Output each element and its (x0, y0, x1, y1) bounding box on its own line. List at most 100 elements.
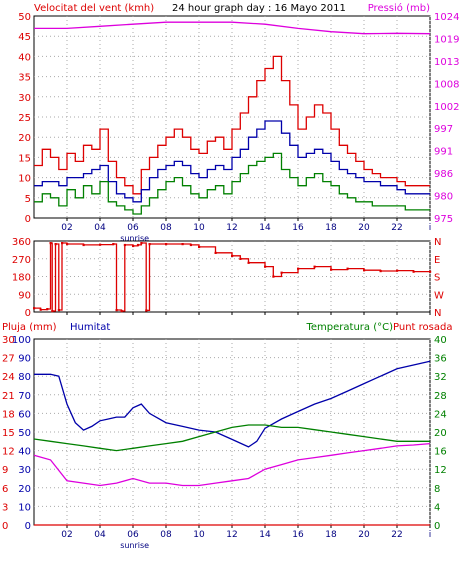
x-tick-label: 22 (391, 530, 402, 540)
humidity-axis-title: Humitat (70, 322, 110, 333)
series-wind_direction-point (46, 308, 49, 311)
series-wind_direction-line (34, 242, 430, 312)
series-wind_direction-point (49, 242, 52, 245)
x-tick-label: i (429, 223, 432, 233)
series-wind_direction-point (264, 265, 267, 268)
series-wind_direction-point (99, 243, 102, 246)
series-gust (34, 55, 430, 195)
x-tick-label: 10 (193, 223, 205, 233)
series-wind_speed (34, 152, 430, 215)
x-tick-label: 04 (94, 223, 106, 233)
wind-y-tick-label: 15 (18, 153, 31, 164)
wind-y-tick-label: 45 (18, 32, 31, 43)
temperature-y-tick-label: 16 (434, 447, 447, 458)
humidity-y-tick-label: 100 (12, 335, 31, 346)
pressure-y-tick-label: 986 (434, 169, 453, 180)
rain-y-tick-label: 30 (2, 335, 15, 346)
pressure-y-tick-label: 1008 (434, 79, 459, 90)
x-tick-label: 18 (325, 530, 337, 540)
rain-y-tick-label: 9 (2, 465, 8, 476)
series-wind_direction-point (123, 243, 126, 247)
series-wind_direction-point (313, 265, 316, 268)
series-wind_direction-point (54, 243, 57, 246)
rain-y-tick-label: 0 (2, 521, 8, 532)
series-wind_direction-point (112, 243, 115, 246)
x-tick-label: 08 (160, 223, 172, 233)
series-wind_direction-point (39, 308, 42, 311)
series-wind_direction-point (231, 254, 234, 257)
compass-tick-label: E (434, 255, 440, 266)
temperature-y-tick-label: 36 (434, 354, 447, 365)
x-tick-label: 08 (160, 530, 172, 540)
humidity-y-tick-label: 60 (18, 409, 31, 420)
wind-y-tick-label: 40 (18, 52, 31, 63)
series-wind_direction-point (396, 269, 399, 272)
pressure-axis-title: Pressió (mb) (368, 2, 430, 14)
compass-tick-label: N (434, 308, 441, 319)
rain-axis-title: Pluja (mm) (2, 322, 57, 333)
compass-tick-label: N (434, 237, 441, 248)
direction-y-tick-label: 180 (12, 273, 31, 284)
humidity-y-tick-label: 10 (18, 502, 31, 513)
rain-y-tick-label: 27 (2, 354, 15, 365)
x-tick-label: 04 (94, 530, 106, 540)
humidity-y-tick-label: 20 (18, 484, 31, 495)
pressure-y-tick-label: 975 (434, 214, 453, 225)
series-wind_direction-point (132, 244, 135, 248)
series-wind_direction-point (198, 245, 201, 249)
x-tick-label: 20 (358, 223, 370, 233)
series-temperature (33, 424, 430, 452)
temperature-y-tick-label: 0 (434, 521, 440, 532)
temperature-y-tick-label: 4 (434, 502, 440, 513)
series-wind_direction-point (61, 242, 64, 245)
wind-y-tick-label: 10 (18, 174, 31, 185)
direction-y-tick-label: 90 (18, 290, 31, 301)
series-wind_direction-point (140, 242, 143, 245)
x-tick-label: 16 (292, 223, 304, 233)
temperature-y-tick-label: 24 (434, 409, 447, 420)
series-wind_direction-point (66, 243, 69, 246)
direction-y-tick-label: 360 (12, 237, 31, 248)
series-wind_direction-point (330, 268, 333, 271)
humidity-y-tick-label: 30 (18, 465, 31, 476)
x-tick-label: 06 (127, 530, 139, 540)
rain-y-tick-label: 3 (2, 502, 8, 513)
series-pressure (34, 21, 431, 35)
series-wind_direction-point (247, 261, 250, 264)
series-wind_direction-point (297, 267, 300, 270)
series-wind_direction-point (33, 307, 36, 310)
series-dewpoint (33, 442, 431, 487)
wind-y-tick-label: 5 (25, 194, 31, 205)
dewpoint-axis-title: Punt rosada (393, 322, 452, 333)
x-tick-label: 20 (358, 530, 370, 540)
pressure-y-tick-label: 1019 (434, 34, 459, 45)
temperature-y-tick-label: 32 (434, 372, 447, 383)
series-wind_direction-point (214, 251, 217, 254)
pressure-y-tick-label: 997 (434, 124, 453, 135)
series-wind_direction-point (145, 309, 148, 312)
pressure-y-tick-label: 1002 (434, 102, 459, 113)
temperature-y-tick-label: 8 (434, 484, 440, 495)
x-tick-label: 16 (292, 530, 304, 540)
compass-tick-label: S (434, 273, 440, 284)
temperature-y-tick-label: 12 (434, 465, 447, 476)
pressure-y-tick-label: 991 (434, 147, 453, 158)
pressure-y-tick-label: 980 (434, 192, 453, 203)
humidity-y-tick-label: 90 (18, 354, 31, 365)
x-tick-label: 06 (127, 223, 139, 233)
x-tick-label: 12 (226, 223, 237, 233)
series-wind_direction-point (429, 270, 432, 273)
temperature-y-tick-label: 20 (434, 428, 447, 439)
pressure-y-tick-label: 1013 (434, 57, 459, 68)
series-wind_direction-point (346, 267, 349, 270)
x-tick-label: 02 (61, 530, 72, 540)
series-wind_direction-point (136, 243, 140, 247)
humidity-y-tick-label: 0 (25, 521, 31, 532)
wind-y-tick-label: 0 (25, 214, 31, 225)
series-wind_direction-point (412, 270, 415, 273)
pressure-y-tick-label: 1024 (434, 12, 459, 23)
rain-y-tick-label: 12 (2, 447, 15, 458)
series-wind_direction-point (82, 243, 85, 247)
x-tick-label: 18 (325, 223, 337, 233)
x-tick-label: i (429, 530, 432, 540)
